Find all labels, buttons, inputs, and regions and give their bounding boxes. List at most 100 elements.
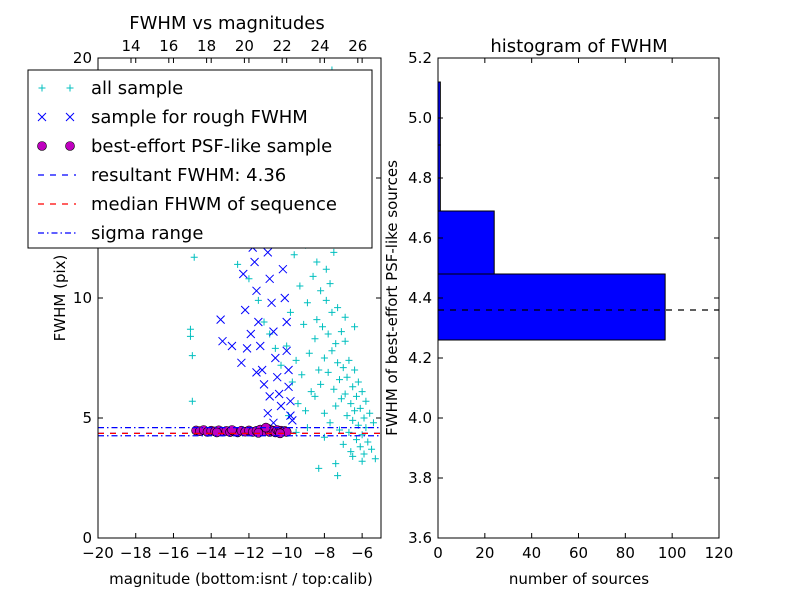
histogram-bar bbox=[437, 273, 666, 341]
scatter-point bbox=[368, 445, 376, 453]
top-tick-label: 16 bbox=[159, 37, 178, 55]
scatter-point bbox=[335, 376, 343, 384]
y-tick-label: 5.0 bbox=[408, 109, 432, 127]
legend-marker bbox=[65, 141, 75, 151]
scatter-point bbox=[343, 412, 351, 420]
legend-label: resultant FWHM: 4.36 bbox=[91, 165, 286, 186]
scatter-point bbox=[284, 365, 293, 375]
y-tick-label: 20 bbox=[73, 49, 92, 67]
scatter-point bbox=[286, 396, 295, 406]
scatter-point bbox=[322, 296, 330, 304]
scatter-point bbox=[286, 411, 295, 420]
scatter-point bbox=[319, 323, 327, 331]
scatter-point bbox=[328, 308, 336, 316]
legend-label: sample for rough FWHM bbox=[91, 107, 308, 128]
scatter-point bbox=[334, 472, 342, 480]
scatter-point bbox=[337, 328, 345, 336]
scatter-point bbox=[326, 280, 334, 288]
scatter-point bbox=[292, 428, 300, 436]
scatter-point bbox=[332, 460, 340, 468]
scatter-point bbox=[358, 431, 366, 439]
scatter-title: FWHM vs magnitudes bbox=[129, 13, 324, 34]
scatter-point bbox=[345, 356, 353, 364]
scatter-point bbox=[352, 436, 360, 444]
legend-box bbox=[27, 69, 373, 249]
scatter-point bbox=[252, 368, 261, 377]
scatter-point bbox=[339, 364, 347, 372]
scatter-point bbox=[283, 342, 291, 350]
scatter-point bbox=[238, 269, 248, 279]
scatter-point bbox=[286, 308, 294, 316]
legend-label: all sample bbox=[91, 78, 183, 99]
scatter-point bbox=[298, 371, 306, 379]
scatter-point bbox=[343, 373, 351, 381]
scatter-point bbox=[255, 341, 265, 351]
scatter-point bbox=[303, 299, 311, 307]
scatter-point bbox=[276, 401, 286, 411]
scatter-point bbox=[349, 416, 357, 424]
legend-entry: median FHWM of sequence bbox=[38, 194, 337, 215]
scatter-point bbox=[347, 448, 355, 456]
scatter-point bbox=[320, 409, 328, 417]
scatter-point bbox=[358, 388, 366, 396]
legend-entry: sample for rough FWHM bbox=[37, 107, 308, 128]
scatter-point bbox=[266, 330, 274, 338]
scatter-point bbox=[351, 323, 359, 331]
scatter-point bbox=[334, 359, 342, 367]
scatter-point bbox=[292, 356, 300, 364]
y-tick-label: 4.0 bbox=[408, 409, 432, 427]
y-tick-label: 4.6 bbox=[408, 229, 432, 247]
scatter-point bbox=[332, 340, 340, 348]
scatter-point bbox=[282, 317, 292, 327]
histogram-y-label: FWHM of best-effort PSF-like sources bbox=[383, 160, 401, 436]
scatter-point bbox=[280, 293, 290, 303]
legend-entry: all sample bbox=[38, 78, 183, 99]
scatter-point bbox=[218, 336, 227, 346]
top-tick-label: 22 bbox=[273, 37, 292, 55]
scatter-legend: all sample sample for rough FWHM best-effo… bbox=[27, 69, 373, 249]
histogram-bar bbox=[437, 210, 495, 275]
scatter-point bbox=[263, 248, 273, 257]
scatter-point bbox=[352, 392, 360, 400]
scatter-point bbox=[345, 428, 353, 436]
scatter-point bbox=[311, 392, 319, 400]
scatter-point bbox=[287, 416, 297, 425]
scatter-x-label: magnitude (bottom:isnt / top:calib) bbox=[109, 570, 373, 588]
legend-entry: resultant FWHM: 4.36 bbox=[38, 165, 286, 186]
histogram-chart: histogram of FWHM number of sources FWHM… bbox=[383, 36, 733, 588]
scatter-point bbox=[324, 330, 332, 338]
scatter-point bbox=[360, 414, 368, 422]
top-tick-label: 20 bbox=[235, 37, 254, 55]
scatter-point bbox=[341, 337, 349, 345]
scatter-point bbox=[270, 353, 280, 363]
y-tick-label: 4.8 bbox=[408, 169, 432, 187]
y-tick-label: 5.2 bbox=[408, 49, 432, 67]
scatter-point bbox=[366, 409, 374, 417]
scatter-point bbox=[188, 397, 196, 405]
scatter-point bbox=[369, 419, 377, 427]
scatter-point bbox=[242, 344, 252, 353]
scatter-point bbox=[216, 315, 225, 324]
scatter-point bbox=[330, 248, 338, 256]
legend-entry: best-effort PSF-like sample bbox=[37, 136, 332, 157]
scatter-point bbox=[271, 344, 279, 352]
histogram-plot-area: 0 20 40 60 80 100 120 3.6 3.8 4.0 4.2 4.4 4.6 4.8 5.0 5… bbox=[408, 49, 733, 562]
scatter-point bbox=[324, 368, 332, 376]
x-tick-label: −18 bbox=[120, 544, 152, 562]
scatter-data-layer bbox=[98, 66, 381, 480]
y-tick-label: 5 bbox=[82, 409, 92, 427]
legend-marker bbox=[38, 84, 46, 92]
scatter-point bbox=[326, 419, 334, 427]
scatter-point bbox=[290, 251, 298, 259]
scatter-point bbox=[272, 372, 282, 382]
x-tick-label: −12 bbox=[233, 544, 265, 562]
scatter-point bbox=[334, 304, 342, 312]
scatter-point bbox=[328, 347, 336, 355]
scatter-point bbox=[364, 438, 372, 446]
x-tick-label: 60 bbox=[569, 544, 588, 562]
scatter-point bbox=[254, 317, 263, 327]
scatter-point bbox=[309, 272, 317, 280]
scatter-point bbox=[351, 366, 359, 374]
y-tick-label: 4.4 bbox=[408, 289, 432, 307]
